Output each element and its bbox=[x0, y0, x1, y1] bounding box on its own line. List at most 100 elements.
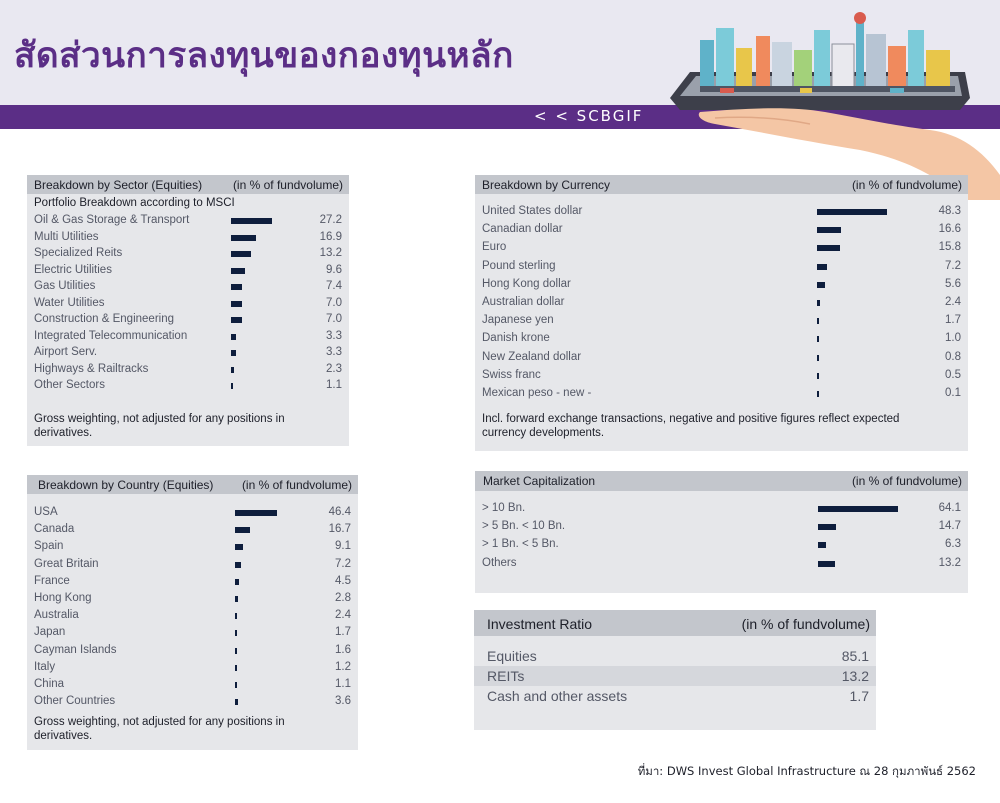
sector-row: Airport Serv. 3.3 bbox=[27, 345, 349, 362]
sector-bar bbox=[231, 218, 272, 224]
currency-row-label: United States dollar bbox=[482, 205, 583, 217]
market-cap-row-value: 6.3 bbox=[945, 538, 961, 551]
country-row-label: USA bbox=[34, 506, 58, 518]
sector-title: Breakdown by Sector (Equities) bbox=[34, 178, 203, 192]
country-row-value: 3.6 bbox=[335, 695, 351, 708]
market-cap-row-value: 14.7 bbox=[938, 520, 961, 533]
country-bar bbox=[235, 578, 240, 585]
sector-row: Highways & Railtracks 2.3 bbox=[27, 362, 349, 379]
country-row-label: Japan bbox=[34, 626, 66, 639]
currency-bar bbox=[817, 391, 819, 397]
currency-note: Incl. forward exchange transactions, neg… bbox=[482, 412, 899, 440]
currency-row-label: Euro bbox=[482, 241, 507, 254]
market-cap-row-label: Others bbox=[482, 556, 517, 569]
country-row: France 4.5 bbox=[27, 574, 358, 591]
sector-row-value: 16.9 bbox=[319, 230, 342, 243]
country-row: USA 46.4 bbox=[27, 505, 358, 522]
country-row-label: Other Countries bbox=[34, 695, 116, 708]
market-cap-row: > 5 Bn. < 10 Bn. 14.7 bbox=[475, 519, 968, 536]
sector-row-label: Water Utilities bbox=[34, 296, 105, 309]
currency-panel-header: Breakdown by Currency (in % of fundvolum… bbox=[475, 175, 968, 194]
country-bar bbox=[235, 527, 251, 534]
currency-row-label: Mexican peso - new - bbox=[482, 387, 592, 399]
sector-row: Oil & Gas Storage & Transport 27.2 bbox=[27, 213, 349, 230]
sector-unit: (in % of fundvolume) bbox=[232, 178, 343, 192]
sector-row: Other Sectors 1.1 bbox=[27, 378, 349, 395]
country-row-label: Spain bbox=[34, 540, 64, 553]
currency-row-value: 16.6 bbox=[938, 223, 961, 236]
investment-ratio-row-cash: Cash and other assets 1.7 bbox=[474, 686, 876, 706]
currency-bar bbox=[817, 354, 819, 361]
currency-row: Mexican peso - new - 0.1 bbox=[475, 386, 968, 403]
country-row: Other Countries 3.6 bbox=[27, 694, 358, 711]
country-row: Canada 16.7 bbox=[27, 522, 358, 539]
currency-note-line-1: Incl. forward exchange transactions, neg… bbox=[482, 413, 900, 425]
source-note: ที่มา: DWS Invest Global Infrastructure … bbox=[637, 764, 976, 778]
currency-unit: (in % of fundvolume) bbox=[851, 178, 962, 192]
country-bar bbox=[235, 544, 244, 551]
country-row-value: 16.7 bbox=[328, 523, 351, 536]
sector-row-label: Construction & Engineering bbox=[34, 313, 174, 325]
currency-bar bbox=[817, 318, 820, 325]
country-bar bbox=[235, 647, 237, 654]
currency-row: Danish krone 1.0 bbox=[475, 331, 968, 348]
currency-row-label: Pound sterling bbox=[482, 259, 556, 272]
currency-row-value: 2.4 bbox=[945, 296, 961, 308]
currency-row-value: 48.3 bbox=[938, 205, 961, 217]
country-row-label: Cayman Islands bbox=[34, 643, 117, 656]
market-cap-row: Others 13.2 bbox=[475, 556, 968, 573]
currency-bar bbox=[817, 281, 826, 288]
country-bar bbox=[235, 699, 239, 706]
currency-panel: Breakdown by Currency (in % of fundvolum… bbox=[475, 175, 968, 451]
investment-ratio-unit: (in % of fundvolume) bbox=[741, 616, 870, 632]
country-row-value: 4.5 bbox=[335, 574, 351, 587]
country-row-label: Canada bbox=[34, 523, 75, 536]
country-note: Gross weighting, not adjusted for any po… bbox=[34, 715, 285, 743]
sector-row-value: 3.3 bbox=[326, 346, 342, 358]
country-bar bbox=[235, 613, 238, 620]
currency-row-value: 15.8 bbox=[938, 241, 961, 254]
market-cap-panel: Market Capitalization (in % of fundvolum… bbox=[475, 471, 968, 593]
currency-row: Swiss franc 0.5 bbox=[475, 368, 968, 385]
sector-row-value: 7.4 bbox=[326, 280, 342, 292]
country-row: Japan 1.7 bbox=[27, 625, 358, 642]
country-row: Cayman Islands 1.6 bbox=[27, 643, 358, 660]
country-row-label: Great Britain bbox=[34, 557, 99, 570]
investment-ratio-label: Cash and other assets bbox=[487, 688, 628, 704]
country-panel: Breakdown by Country (Equities) (in % of… bbox=[27, 475, 358, 750]
country-bar bbox=[235, 596, 238, 602]
country-row-label: Australia bbox=[34, 609, 79, 622]
country-row-value: 9.1 bbox=[335, 540, 351, 553]
currency-row: Hong Kong dollar 5.6 bbox=[475, 277, 968, 294]
sector-row: Electric Utilities 9.6 bbox=[27, 263, 349, 280]
currency-bar bbox=[817, 209, 888, 215]
currency-note-line-2: currency developments. bbox=[482, 427, 605, 439]
currency-row-value: 1.0 bbox=[945, 332, 961, 345]
currency-row-label: Canadian dollar bbox=[482, 223, 563, 236]
sector-row-value: 27.2 bbox=[319, 214, 342, 226]
sector-bar bbox=[231, 383, 233, 389]
country-row-label: Italy bbox=[34, 660, 56, 673]
sector-row-label: Highways & Railtracks bbox=[34, 362, 149, 375]
currency-row-value: 1.7 bbox=[945, 314, 961, 327]
country-note-line-2: derivatives. bbox=[34, 730, 93, 742]
currency-row: Japanese yen 1.7 bbox=[475, 313, 968, 330]
sector-row: Gas Utilities 7.4 bbox=[27, 279, 349, 296]
market-cap-row-value: 13.2 bbox=[938, 556, 961, 569]
market-cap-bar bbox=[818, 560, 835, 567]
market-cap-bar bbox=[818, 506, 899, 512]
sector-row-label: Multi Utilities bbox=[34, 230, 99, 243]
currency-row-label: Swiss franc bbox=[482, 368, 541, 381]
currency-row-value: 0.1 bbox=[945, 387, 961, 399]
currency-title: Breakdown by Currency bbox=[482, 178, 611, 192]
country-row-value: 1.2 bbox=[335, 660, 351, 673]
sector-note-line-2: derivatives. bbox=[34, 427, 93, 439]
country-row-label: China bbox=[34, 678, 65, 690]
currency-row-label: New Zealand dollar bbox=[482, 350, 582, 363]
investment-ratio-value: 13.2 bbox=[841, 668, 869, 684]
sector-row-value: 9.6 bbox=[326, 263, 342, 276]
currency-bar bbox=[817, 227, 842, 234]
currency-row: Australian dollar 2.4 bbox=[475, 295, 968, 312]
market-cap-row: > 1 Bn. < 5 Bn. 6.3 bbox=[475, 537, 968, 554]
country-row: China 1.1 bbox=[27, 677, 358, 694]
